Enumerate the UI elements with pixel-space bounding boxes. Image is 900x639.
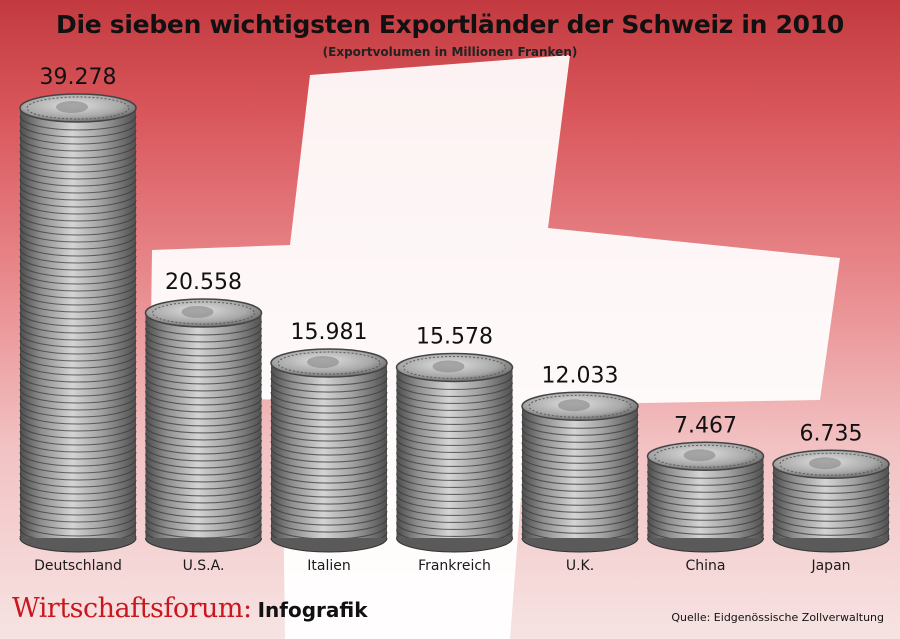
data-label: 15.578 bbox=[416, 324, 493, 349]
data-label: 20.558 bbox=[165, 270, 242, 295]
bar-coin-stack bbox=[521, 391, 639, 553]
source-note: Quelle: Eidgenössische Zollverwaltung bbox=[671, 611, 884, 624]
category-label: U.S.A. bbox=[183, 558, 225, 574]
chart-subtitle: (Exportvolumen in Millionen Franken) bbox=[322, 45, 578, 59]
bar-coin-stack bbox=[646, 441, 765, 553]
bar-coin-stack bbox=[19, 93, 137, 553]
bar-coin-stack bbox=[144, 298, 263, 553]
data-label: 12.033 bbox=[542, 363, 619, 388]
bar-coin-stack bbox=[772, 449, 890, 553]
data-label: 15.981 bbox=[291, 320, 368, 345]
brand-tag: Infografik bbox=[257, 598, 368, 622]
category-label: U.K. bbox=[566, 558, 594, 574]
data-label: 39.278 bbox=[40, 65, 117, 90]
data-label: 7.467 bbox=[674, 413, 737, 438]
category-label: China bbox=[686, 558, 726, 574]
category-label: Frankreich bbox=[418, 558, 491, 574]
data-label: 6.735 bbox=[800, 421, 863, 446]
bar-coin-stack bbox=[270, 348, 388, 553]
chart-title: Die sieben wichtigsten Exportländer der … bbox=[56, 10, 844, 39]
brand-name: Wirtschaftsforum: bbox=[12, 593, 252, 624]
category-label: Deutschland bbox=[34, 558, 122, 574]
category-label: Japan bbox=[810, 558, 850, 574]
category-label: Italien bbox=[307, 558, 350, 574]
bar-coin-stack bbox=[395, 352, 514, 553]
brand-logo: Wirtschaftsforum: Infografik bbox=[12, 593, 368, 624]
